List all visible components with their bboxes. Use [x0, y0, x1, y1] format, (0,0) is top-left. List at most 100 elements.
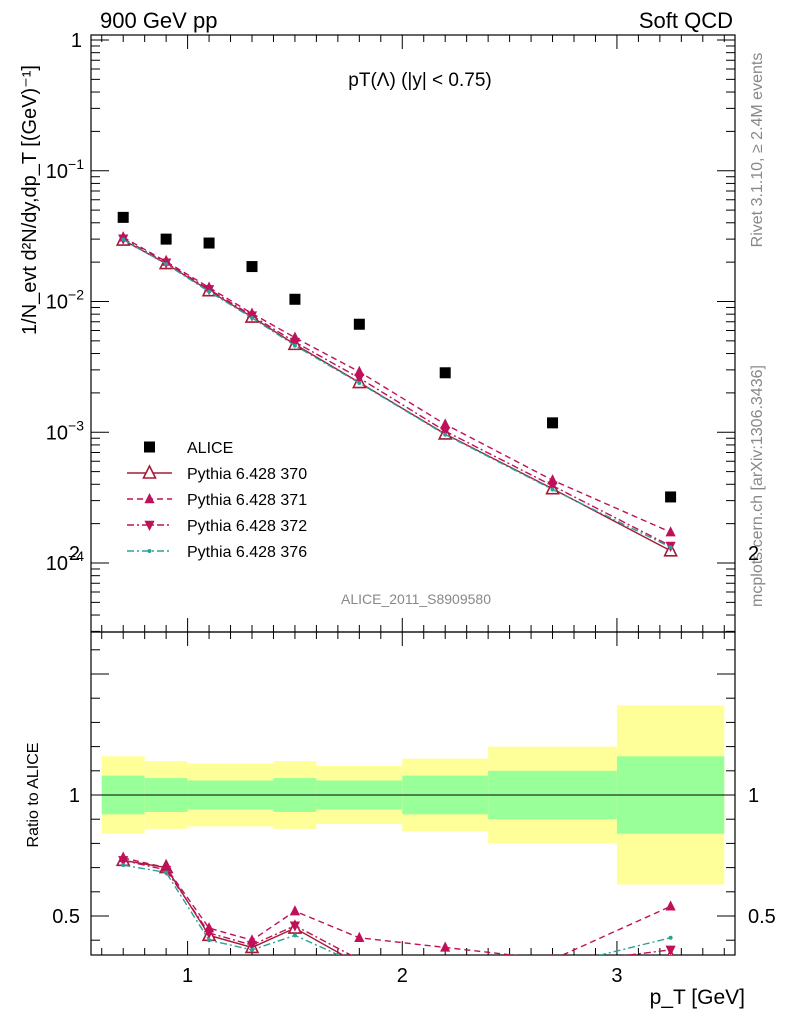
y-tick-label: 1	[71, 30, 82, 52]
main-series	[121, 237, 673, 550]
data-point	[357, 962, 361, 966]
data-point	[547, 481, 558, 492]
ratio-y-tick-label-right: 0.5	[748, 906, 776, 928]
data-point	[439, 367, 451, 379]
main-series	[118, 234, 676, 552]
ratio-line	[123, 857, 671, 955]
data-point	[144, 493, 155, 504]
data-point	[207, 289, 212, 294]
data-point	[203, 237, 215, 249]
x-tick-label: 2	[397, 965, 408, 987]
data-point	[246, 261, 258, 273]
data-point	[440, 418, 451, 429]
data-point	[547, 960, 559, 972]
main-series	[117, 211, 677, 503]
y-tick-label: 10−1	[46, 156, 84, 183]
data-point	[551, 965, 555, 969]
main-y-axis-label: 1/N_evt d²N/dy,dp_T [(GeV)⁻¹]	[19, 65, 41, 335]
data-point	[164, 262, 169, 267]
main-series	[118, 231, 676, 537]
data-point	[289, 921, 301, 932]
data-point	[443, 432, 448, 437]
ratio-y-tick-label: 2	[69, 543, 80, 565]
legend-entry: Pythia 6.428 372	[127, 518, 307, 535]
ratio-frame	[90, 631, 736, 956]
ratio-series	[118, 851, 676, 955]
data-point	[353, 318, 365, 330]
data-point	[121, 863, 126, 868]
data-point	[246, 940, 258, 952]
legend-entry: Pythia 6.428 376	[127, 544, 307, 561]
data-point	[354, 365, 365, 376]
y-tick-label: 10−3	[46, 417, 84, 444]
data-point	[551, 953, 554, 955]
data-point	[440, 426, 451, 438]
ratio-panel: 1 2 3 0.5 0.5 1 1 2 2	[52, 543, 776, 987]
data-point	[668, 545, 673, 550]
data-point	[665, 526, 676, 537]
data-point	[292, 933, 297, 938]
data-point	[665, 900, 676, 911]
data-point	[207, 938, 212, 943]
data-point	[164, 870, 169, 875]
ratio-y-tick-label: 0.5	[52, 906, 80, 928]
y-tick-label: 10−2	[46, 287, 84, 314]
main-panel: 1 10−1 10−2 10−3 10−4	[46, 30, 736, 955]
data-point	[354, 373, 365, 384]
legend-label: Pythia 6.428 376	[187, 544, 307, 561]
series-line	[122, 236, 671, 533]
legend-entry: ALICE	[144, 440, 233, 457]
data-point	[289, 337, 301, 349]
data-point	[357, 381, 362, 386]
x-tick-label: 1	[182, 965, 193, 987]
data-point	[292, 343, 297, 348]
data-point	[443, 967, 447, 971]
ratio-y-axis-label: Ratio to ALICE	[25, 743, 42, 848]
data-point	[354, 955, 364, 965]
data-point	[353, 957, 365, 969]
legend-entry: Pythia 6.428 371	[127, 492, 307, 509]
ratio-line	[123, 864, 671, 955]
x-axis-label: p_T [GeV]	[650, 986, 745, 1009]
data-point	[550, 487, 555, 492]
data-point	[289, 905, 301, 916]
data-point	[547, 960, 557, 970]
data-point	[289, 293, 301, 305]
y-tick-label: 10−4	[46, 548, 84, 575]
data-point	[203, 928, 215, 939]
data-point	[142, 464, 157, 479]
ratio-y-tick-label-right: 2	[748, 543, 759, 565]
legend-label: Pythia 6.428 371	[187, 492, 307, 509]
ratio-y-tick-label-right: 1	[748, 785, 759, 807]
legend-label: Pythia 6.428 370	[187, 466, 307, 483]
mcplots-label: mcplots.cern.ch [arXiv:1306.3436]	[749, 365, 766, 607]
ratio-y-tick-label: 1	[69, 785, 80, 807]
data-point	[354, 931, 365, 942]
ratio-series	[121, 863, 673, 971]
main-title: pT(Λ) (|y| < 0.75)	[348, 70, 491, 91]
x-tick-label: 3	[611, 965, 622, 987]
data-point	[118, 856, 129, 867]
header-right-label: Soft QCD	[639, 8, 733, 33]
ratio-series	[118, 856, 676, 970]
legend-label: Pythia 6.428 372	[187, 518, 307, 535]
data-point	[547, 417, 559, 429]
data-point	[144, 441, 155, 453]
analysis-label: ALICE_2011_S8909580	[341, 591, 491, 607]
ratio-line	[123, 859, 345, 955]
rivet-label: Rivet 3.1.10, ≥ 2.4M events	[749, 53, 766, 248]
data-point	[665, 491, 677, 503]
main-frame	[90, 34, 736, 633]
data-point	[665, 945, 676, 955]
header-left-label: 900 GeV pp	[100, 8, 217, 33]
data-point	[668, 935, 673, 940]
data-point	[439, 962, 451, 974]
data-point	[440, 960, 450, 970]
ratio-series	[115, 851, 674, 974]
data-point	[250, 315, 254, 320]
legend-label: ALICE	[187, 440, 233, 457]
ratio-line	[123, 859, 671, 955]
data-point	[117, 211, 129, 223]
data-point	[144, 520, 155, 531]
